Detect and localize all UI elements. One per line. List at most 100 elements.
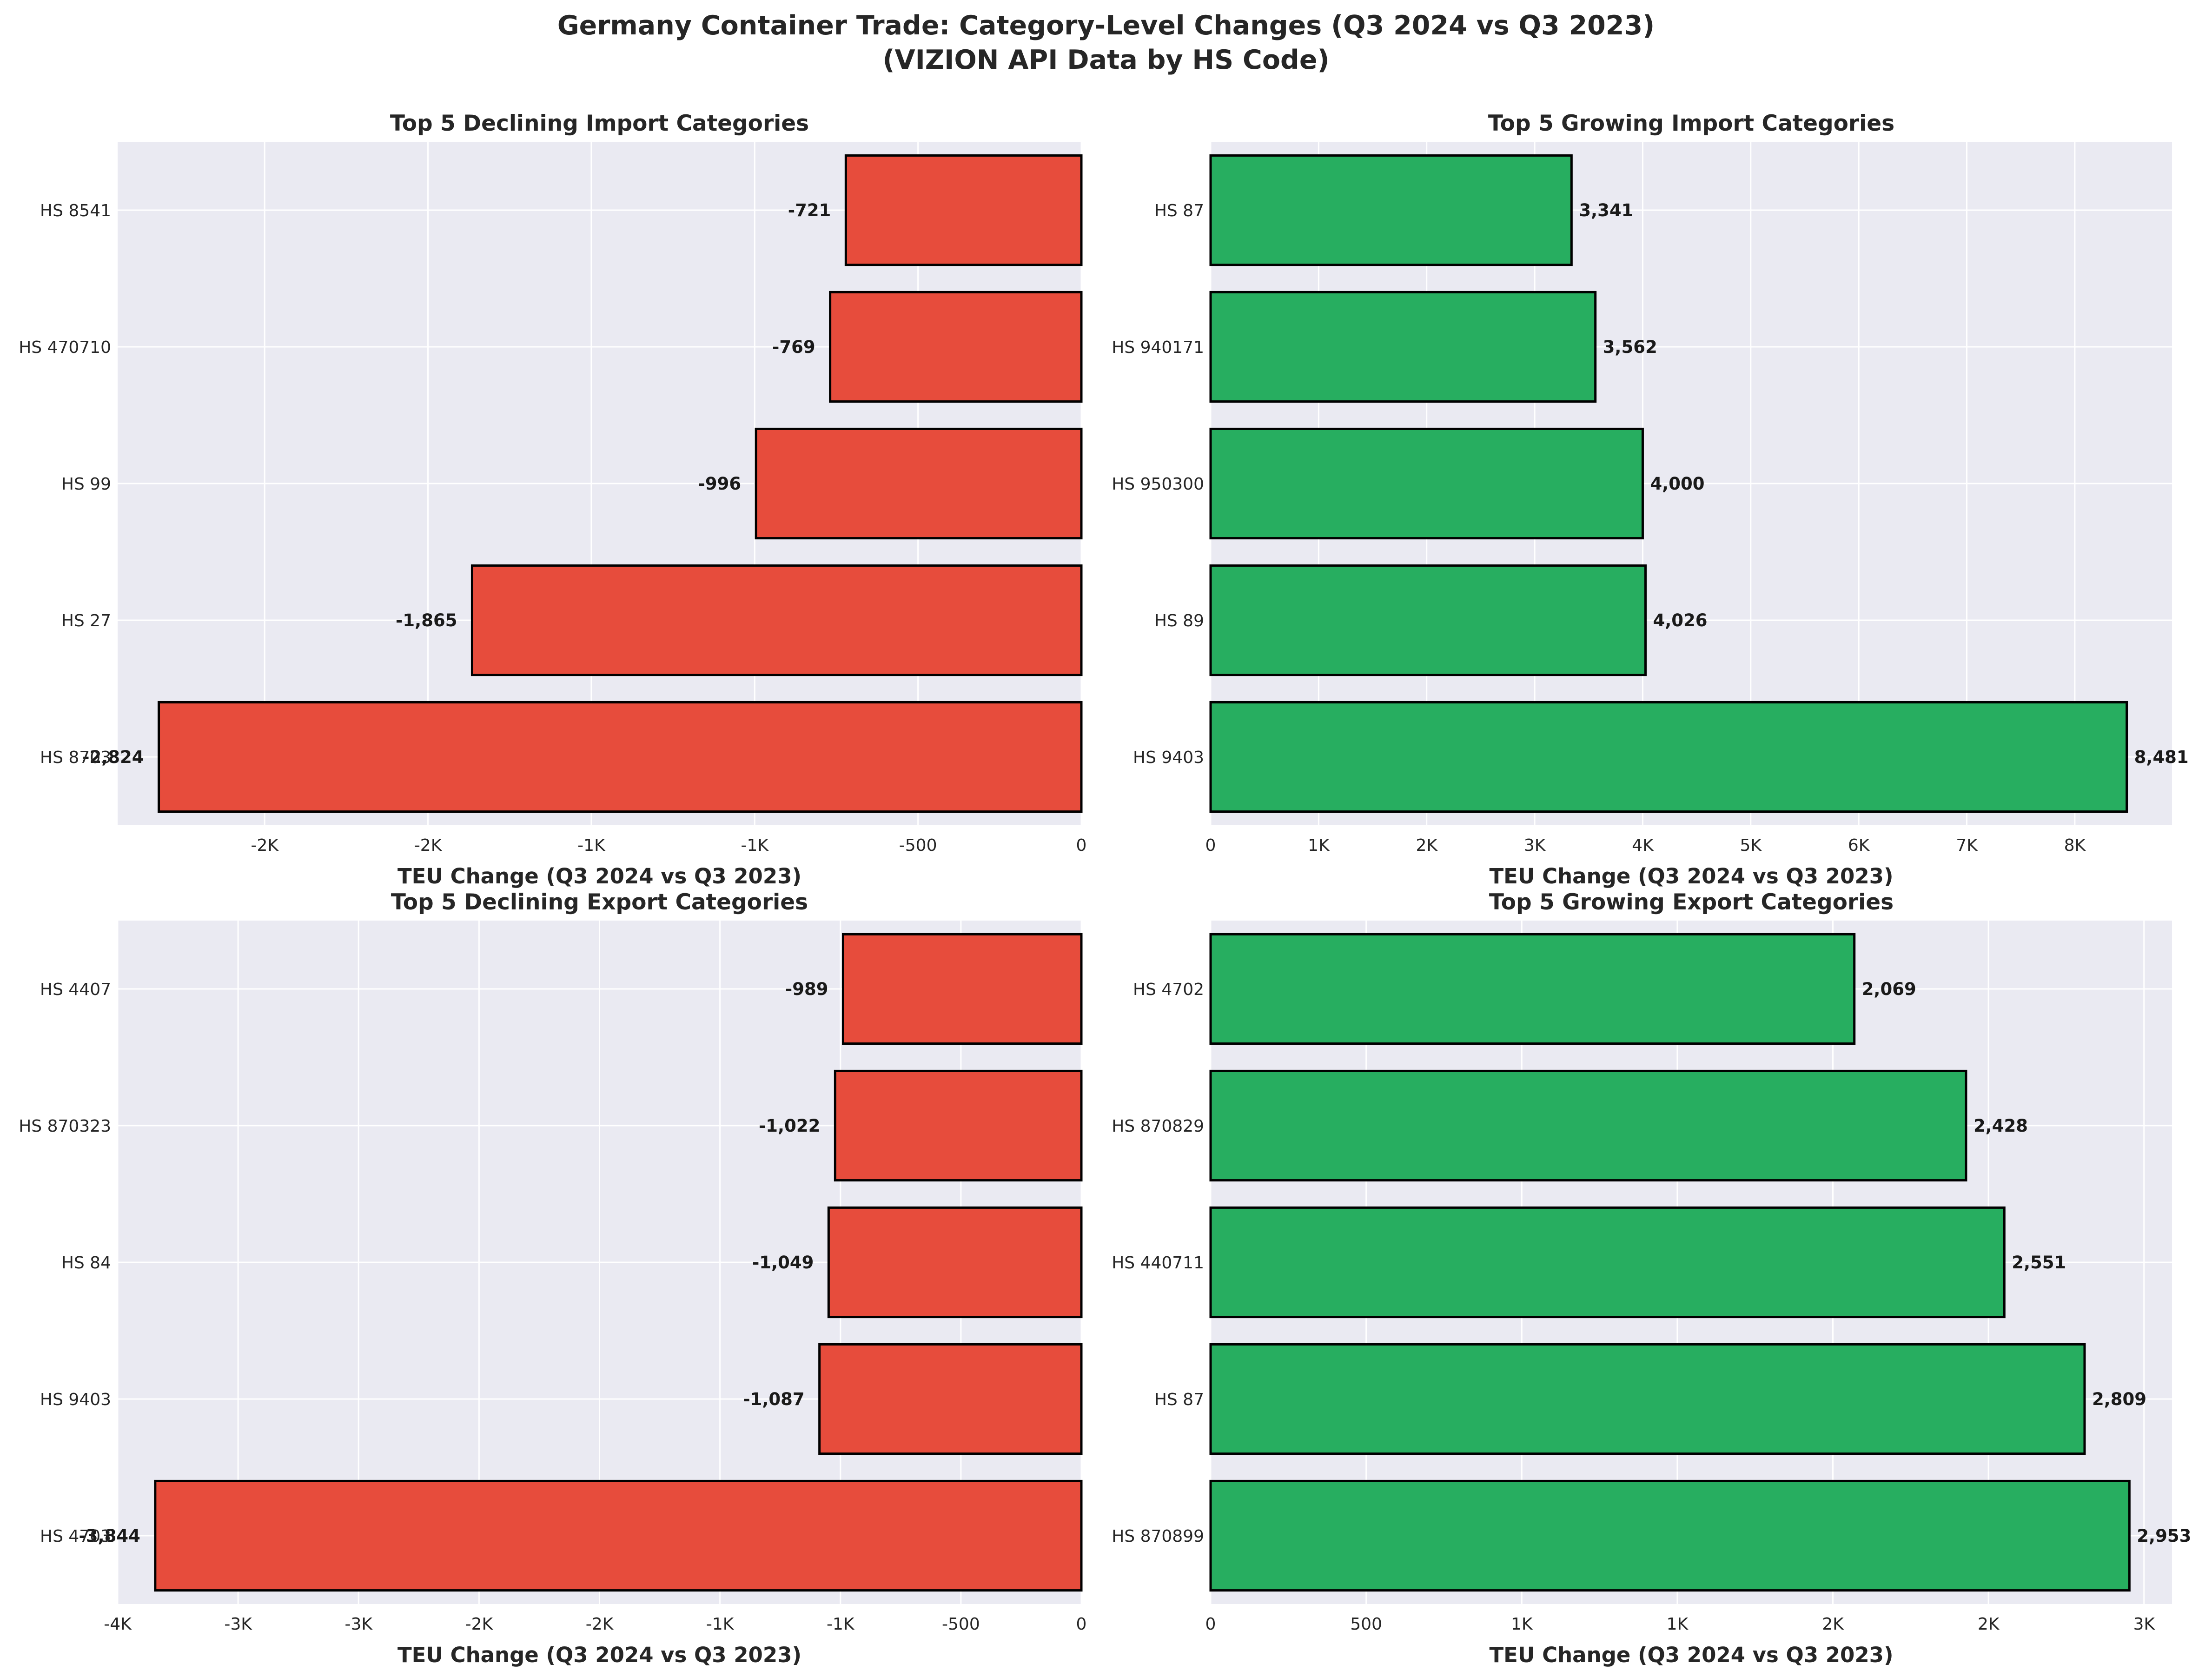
x-tick-label: 1K: [1667, 1615, 1689, 1634]
x-tick-label: -4K: [104, 1615, 132, 1634]
category-label: HS 8703: [40, 748, 111, 767]
bar-value-label: -2,824: [82, 747, 144, 767]
panel-title: Top 5 Growing Export Categories: [1489, 889, 1894, 915]
figure-title-line1: Germany Container Trade: Category-Level …: [557, 10, 1655, 41]
category-label: HS 4703: [40, 1527, 111, 1546]
bar-value-label: -721: [788, 200, 831, 220]
bar: [829, 291, 1083, 403]
x-axis-label: TEU Change (Q3 2024 vs Q3 2023): [397, 1643, 801, 1667]
x-tick-label: 3K: [1524, 836, 1546, 855]
x-tick-label: -1K: [577, 836, 606, 855]
x-tick-label: 7K: [1956, 836, 1978, 855]
bar-value-label: -1,087: [743, 1389, 804, 1409]
category-label: HS 87: [1154, 1390, 1204, 1409]
bar-value-label: -1,022: [759, 1116, 820, 1136]
bar: [1209, 1069, 1967, 1182]
x-tick-label: 0: [1205, 1615, 1216, 1634]
chart-panel-1: -721 HS 8541 -769 HS 470710 -996 HS 99 -1,865 H…: [19, 111, 1086, 889]
x-axis-label: TEU Change (Q3 2024 vs Q3 2023): [1489, 1643, 1893, 1667]
x-tick-label: 0: [1076, 1615, 1087, 1634]
bar: [1209, 701, 2128, 813]
panel-title: Top 5 Declining Import Categories: [390, 111, 809, 136]
category-label: HS 8541: [40, 201, 111, 220]
category-label: HS 870323: [19, 1117, 111, 1136]
x-tick-label: 2K: [1822, 1615, 1844, 1634]
bar: [844, 154, 1083, 266]
bar-value-label: 3,562: [1603, 337, 1657, 357]
x-tick-label: -1K: [741, 836, 769, 855]
bar-value-label: 2,428: [1974, 1116, 2028, 1136]
category-label: HS 4407: [40, 980, 111, 999]
category-label: HS 870899: [1112, 1527, 1204, 1546]
category-label: HS 950300: [1112, 475, 1204, 494]
figure-title-line2: (VIZION API Data by HS Code): [882, 45, 1330, 75]
bar: [818, 1343, 1083, 1455]
x-tick-label: 6K: [1848, 836, 1870, 855]
bar: [827, 1206, 1083, 1319]
x-tick-label: 0: [1205, 836, 1216, 855]
panel-title: Top 5 Declining Export Categories: [391, 889, 808, 915]
bar: [1209, 154, 1573, 266]
bar-value-label: -1,865: [396, 610, 457, 630]
x-tick-label: 0: [1076, 836, 1087, 855]
x-tick-label: -1K: [706, 1615, 735, 1634]
bar-value-label: -989: [785, 979, 828, 999]
panel-title: Top 5 Growing Import Categories: [1488, 111, 1894, 136]
category-label: HS 9403: [1133, 748, 1204, 767]
category-label: HS 940171: [1112, 338, 1204, 357]
chart-panel-4: 2,069 HS 4702 2,428 HS 870829 2,551 HS 440711…: [1112, 889, 2191, 1667]
x-axis-label: TEU Change (Q3 2024 vs Q3 2023): [397, 864, 801, 889]
category-label: HS 87: [1154, 201, 1204, 220]
x-tick-label: 500: [1350, 1615, 1382, 1634]
x-tick-label: 1K: [1511, 1615, 1533, 1634]
x-tick-label: -500: [899, 836, 937, 855]
bar-value-label: 4,026: [1653, 610, 1707, 630]
x-tick-label: 1K: [1308, 836, 1330, 855]
x-tick-label: -3K: [344, 1615, 373, 1634]
bar-value-label: 2,069: [1862, 979, 1916, 999]
x-tick-label: 2K: [1416, 836, 1438, 855]
bar: [158, 701, 1083, 813]
bar: [470, 564, 1083, 676]
figure-title: Germany Container Trade: Category-Level …: [0, 8, 2212, 77]
x-tick-label: 5K: [1740, 836, 1762, 855]
bar: [1209, 427, 1644, 540]
bar-value-label: 8,481: [2134, 747, 2189, 767]
x-tick-label: 2K: [1978, 1615, 2000, 1634]
category-label: HS 99: [61, 475, 111, 494]
chart-panel-2: 3,341 HS 87 3,562 HS 940171 4,000 HS 950300 4,…: [1112, 111, 2188, 889]
category-label: HS 870829: [1112, 1117, 1204, 1136]
bar: [1209, 933, 1856, 1045]
x-tick-label: -2K: [251, 836, 279, 855]
category-label: HS 27: [61, 611, 111, 630]
x-tick-label: -500: [942, 1615, 980, 1634]
bar: [1209, 291, 1597, 403]
x-tick-label: -2K: [586, 1615, 614, 1634]
x-tick-label: 4K: [1632, 836, 1654, 855]
bar-value-label: 2,809: [2092, 1389, 2146, 1409]
chart-panel-3: -989 HS 4407 -1,022 HS 870323 -1,049 HS 84 -1,…: [19, 889, 1086, 1667]
x-tick-label: -1K: [827, 1615, 855, 1634]
category-label: HS 4702: [1133, 980, 1204, 999]
x-tick-label: -2K: [414, 836, 443, 855]
category-label: HS 470710: [19, 338, 111, 357]
bar: [1209, 1206, 2006, 1319]
bar: [1209, 564, 1647, 676]
x-tick-label: -2K: [465, 1615, 494, 1634]
bar: [841, 933, 1083, 1045]
x-tick-label: -3K: [224, 1615, 252, 1634]
bar-value-label: -3,844: [79, 1526, 140, 1546]
category-label: HS 89: [1154, 611, 1204, 630]
bar: [154, 1479, 1083, 1592]
bar-value-label: -1,049: [752, 1253, 814, 1273]
bar-value-label: 2,953: [2137, 1526, 2191, 1546]
x-axis-label: TEU Change (Q3 2024 vs Q3 2023): [1489, 864, 1893, 889]
category-label: HS 440711: [1112, 1253, 1204, 1273]
bar: [1209, 1343, 2086, 1455]
category-label: HS 9403: [40, 1390, 111, 1409]
bar-value-label: -769: [772, 337, 815, 357]
bar: [755, 427, 1083, 540]
bar-value-label: 2,551: [2012, 1253, 2066, 1273]
x-tick-label: 3K: [2133, 1615, 2156, 1634]
